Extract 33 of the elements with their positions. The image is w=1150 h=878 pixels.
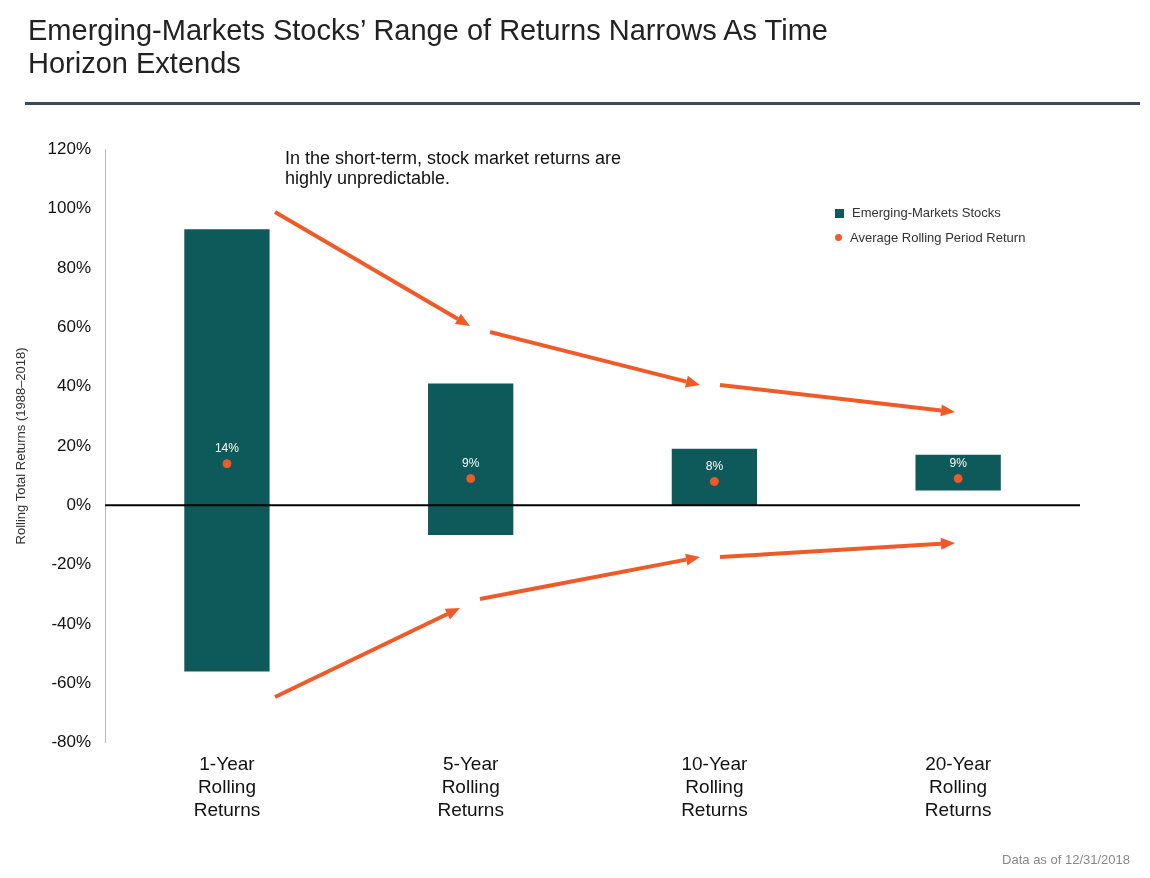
bar bbox=[671, 448, 758, 506]
legend-label: Average Rolling Period Return bbox=[850, 230, 1026, 245]
y-tick-label: -60% bbox=[51, 672, 92, 692]
y-tick-label: 20% bbox=[57, 435, 92, 455]
y-tick-label: -20% bbox=[51, 554, 92, 574]
y-tick-label: 100% bbox=[47, 198, 92, 218]
y-tick-label: 0% bbox=[66, 494, 92, 514]
x-tick-label: 20-Year Rolling Returns bbox=[924, 753, 992, 820]
y-tick-label: -80% bbox=[51, 732, 92, 752]
point bbox=[953, 474, 963, 484]
chart-title: Emerging-Markets Stocks’ Range of Returns Narrows As Time Horizon Extends bbox=[28, 14, 829, 80]
x-tick-label: 10-Year Rolling Returns bbox=[681, 753, 748, 820]
data-label: 9% bbox=[949, 455, 968, 470]
point bbox=[222, 459, 232, 469]
data-label: 8% bbox=[705, 458, 724, 473]
text: Data as of 12/31/2018 bbox=[1002, 852, 1130, 867]
x-tick-label: 5-Year Rolling Returns bbox=[437, 753, 504, 820]
y-tick-label: 40% bbox=[57, 376, 92, 396]
annotation: In the short-term, stock market returns are highly unpredictable. bbox=[285, 148, 623, 188]
data-label: 9% bbox=[462, 455, 480, 470]
bar bbox=[428, 383, 514, 535]
legend-label: Emerging-Markets Stocks bbox=[852, 205, 1001, 220]
y-tick-label: -40% bbox=[51, 613, 92, 633]
y-axis-title: Rolling Total Returns (1988–2018) bbox=[13, 347, 29, 545]
y-tick-label: 120% bbox=[47, 138, 92, 158]
x-tick-label: 1-Year Rolling Returns bbox=[193, 753, 261, 820]
point bbox=[466, 474, 476, 484]
y-tick-label: 80% bbox=[57, 257, 92, 277]
bar bbox=[915, 454, 1001, 491]
bar bbox=[184, 229, 270, 672]
point bbox=[709, 477, 719, 486]
y-tick-label: 60% bbox=[57, 316, 92, 336]
data-label: 14% bbox=[214, 441, 240, 456]
